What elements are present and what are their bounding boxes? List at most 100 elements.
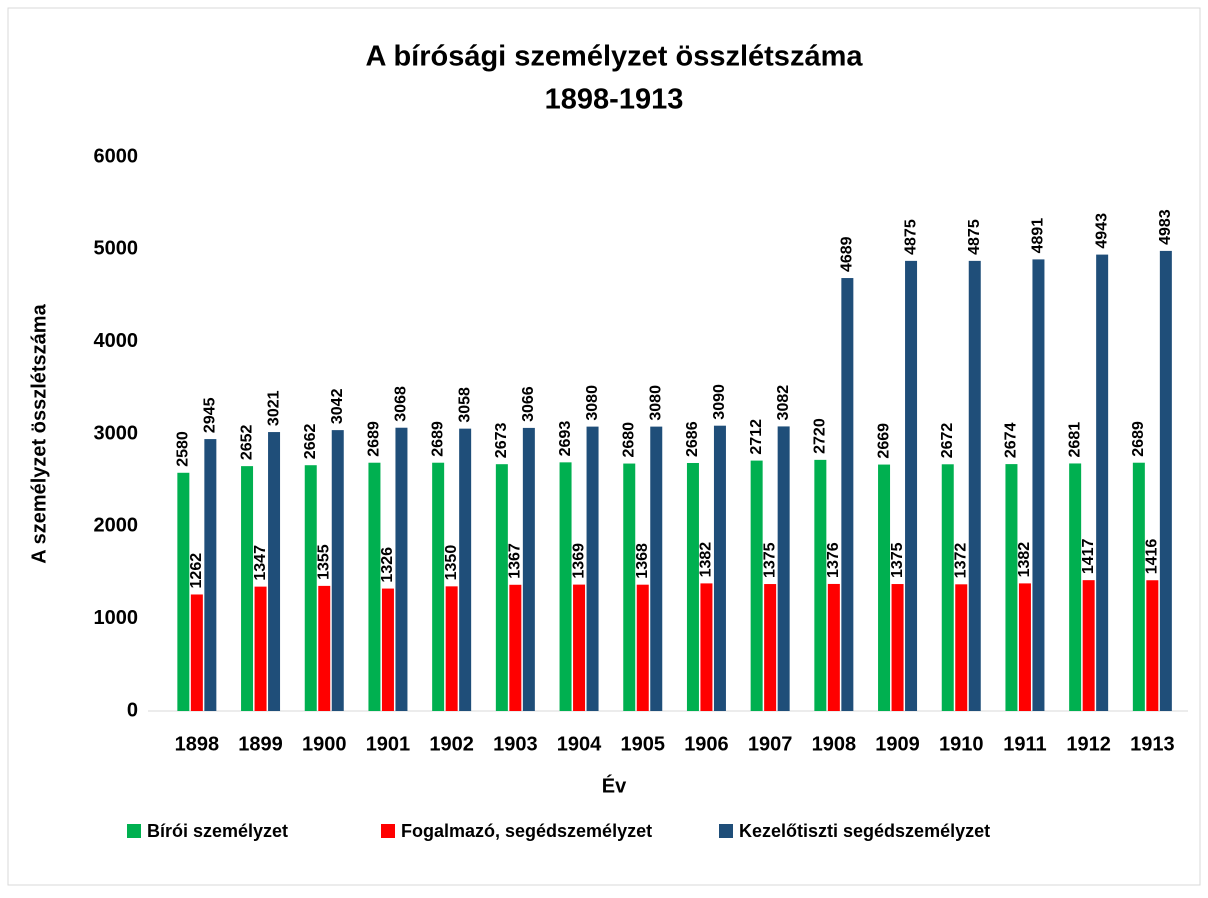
bar — [1032, 259, 1045, 711]
bar — [841, 278, 854, 711]
data-label: 2662 — [302, 424, 319, 460]
chart-subtitle: 1898-1913 — [545, 84, 684, 116]
bar — [827, 583, 840, 711]
x-tick-label: 1905 — [621, 733, 666, 755]
data-label: 3066 — [520, 386, 537, 422]
data-label: 2693 — [557, 421, 574, 457]
x-tick-label: 1911 — [1003, 733, 1046, 755]
data-label: 2712 — [748, 419, 765, 455]
legend-label: Kezelőtiszti segédszemélyzet — [739, 821, 990, 841]
bar — [204, 439, 217, 711]
bar — [368, 462, 381, 711]
data-label: 4983 — [1157, 209, 1174, 245]
bar — [1159, 250, 1172, 711]
data-label: 2652 — [238, 424, 255, 460]
bar — [559, 462, 572, 711]
data-label: 1355 — [315, 544, 332, 580]
bar — [177, 472, 190, 711]
data-label: 4943 — [1093, 213, 1110, 249]
bar — [241, 466, 254, 711]
data-label: 1382 — [698, 542, 715, 578]
legend-swatch — [381, 824, 395, 838]
data-label: 3090 — [711, 384, 728, 420]
data-label: 4875 — [902, 219, 919, 255]
data-label: 1368 — [634, 543, 651, 579]
bar — [509, 584, 522, 711]
chart-title: A bírósági személyzet összlétszáma — [366, 41, 864, 73]
y-tick-label: 1000 — [94, 607, 139, 629]
data-label: 2720 — [812, 418, 829, 454]
data-label: 1350 — [443, 545, 460, 581]
bar — [968, 260, 981, 711]
bar — [650, 426, 663, 711]
bar — [395, 427, 408, 711]
x-tick-label: 1912 — [1066, 733, 1111, 755]
bar — [573, 584, 586, 711]
bar — [318, 585, 331, 711]
data-label: 1375 — [761, 542, 778, 578]
data-label: 3082 — [775, 385, 792, 421]
data-label: 3080 — [584, 385, 601, 421]
bar — [777, 426, 790, 711]
x-tick-label: 1898 — [175, 733, 220, 755]
bar — [686, 462, 699, 711]
legend-label: Bírói személyzet — [147, 821, 288, 841]
y-tick-label: 4000 — [94, 330, 139, 352]
bar — [190, 594, 203, 711]
bar — [878, 464, 891, 711]
x-tick-label: 1902 — [429, 733, 474, 755]
data-label: 2672 — [939, 423, 956, 459]
x-tick-label: 1900 — [302, 733, 347, 755]
data-label: 2674 — [1003, 422, 1020, 458]
bar — [304, 465, 317, 711]
data-label: 1369 — [570, 543, 587, 579]
bar — [1132, 462, 1145, 711]
bar — [268, 432, 281, 711]
data-label: 2689 — [429, 421, 446, 457]
bar — [1146, 580, 1159, 711]
x-tick-label: 1899 — [238, 733, 283, 755]
data-label: 4891 — [1030, 218, 1047, 254]
data-label: 1347 — [252, 545, 269, 581]
data-label: 2673 — [493, 422, 510, 458]
data-label: 1375 — [889, 542, 906, 578]
x-tick-label: 1906 — [684, 733, 729, 755]
bar — [522, 427, 535, 711]
x-tick-label: 1910 — [939, 733, 984, 755]
legend-label: Fogalmazó, segédszemélyzet — [401, 821, 652, 841]
x-tick-label: 1904 — [557, 733, 602, 755]
data-label: 3021 — [265, 390, 282, 426]
x-tick-label: 1901 — [366, 733, 411, 755]
legend-swatch — [127, 824, 141, 838]
bar — [750, 460, 763, 711]
bar — [331, 430, 344, 711]
x-tick-label: 1908 — [812, 733, 857, 755]
data-label: 3058 — [456, 387, 473, 423]
y-axis-title: A személyzet összlétszáma — [28, 303, 50, 563]
bar — [1018, 583, 1031, 711]
bar — [445, 586, 458, 711]
y-tick-label: 5000 — [94, 238, 139, 260]
data-label: 2681 — [1066, 422, 1083, 458]
data-label: 4875 — [966, 219, 983, 255]
bar — [905, 260, 918, 711]
bar — [623, 463, 636, 711]
data-label: 4689 — [839, 236, 856, 272]
data-label: 2580 — [175, 431, 192, 467]
y-tick-label: 6000 — [94, 145, 139, 167]
data-label: 3080 — [647, 385, 664, 421]
data-label: 3042 — [329, 388, 346, 424]
bar — [459, 428, 472, 711]
bar — [814, 459, 827, 711]
bar — [381, 588, 394, 711]
y-tick-label: 2000 — [94, 515, 139, 537]
bar — [636, 584, 649, 711]
data-label: 1376 — [825, 542, 842, 578]
bar — [1082, 580, 1095, 711]
data-label: 2689 — [1130, 421, 1147, 457]
data-label: 1262 — [188, 553, 205, 589]
bar — [1005, 464, 1018, 711]
bar — [1096, 254, 1109, 712]
data-label: 1417 — [1080, 538, 1097, 574]
